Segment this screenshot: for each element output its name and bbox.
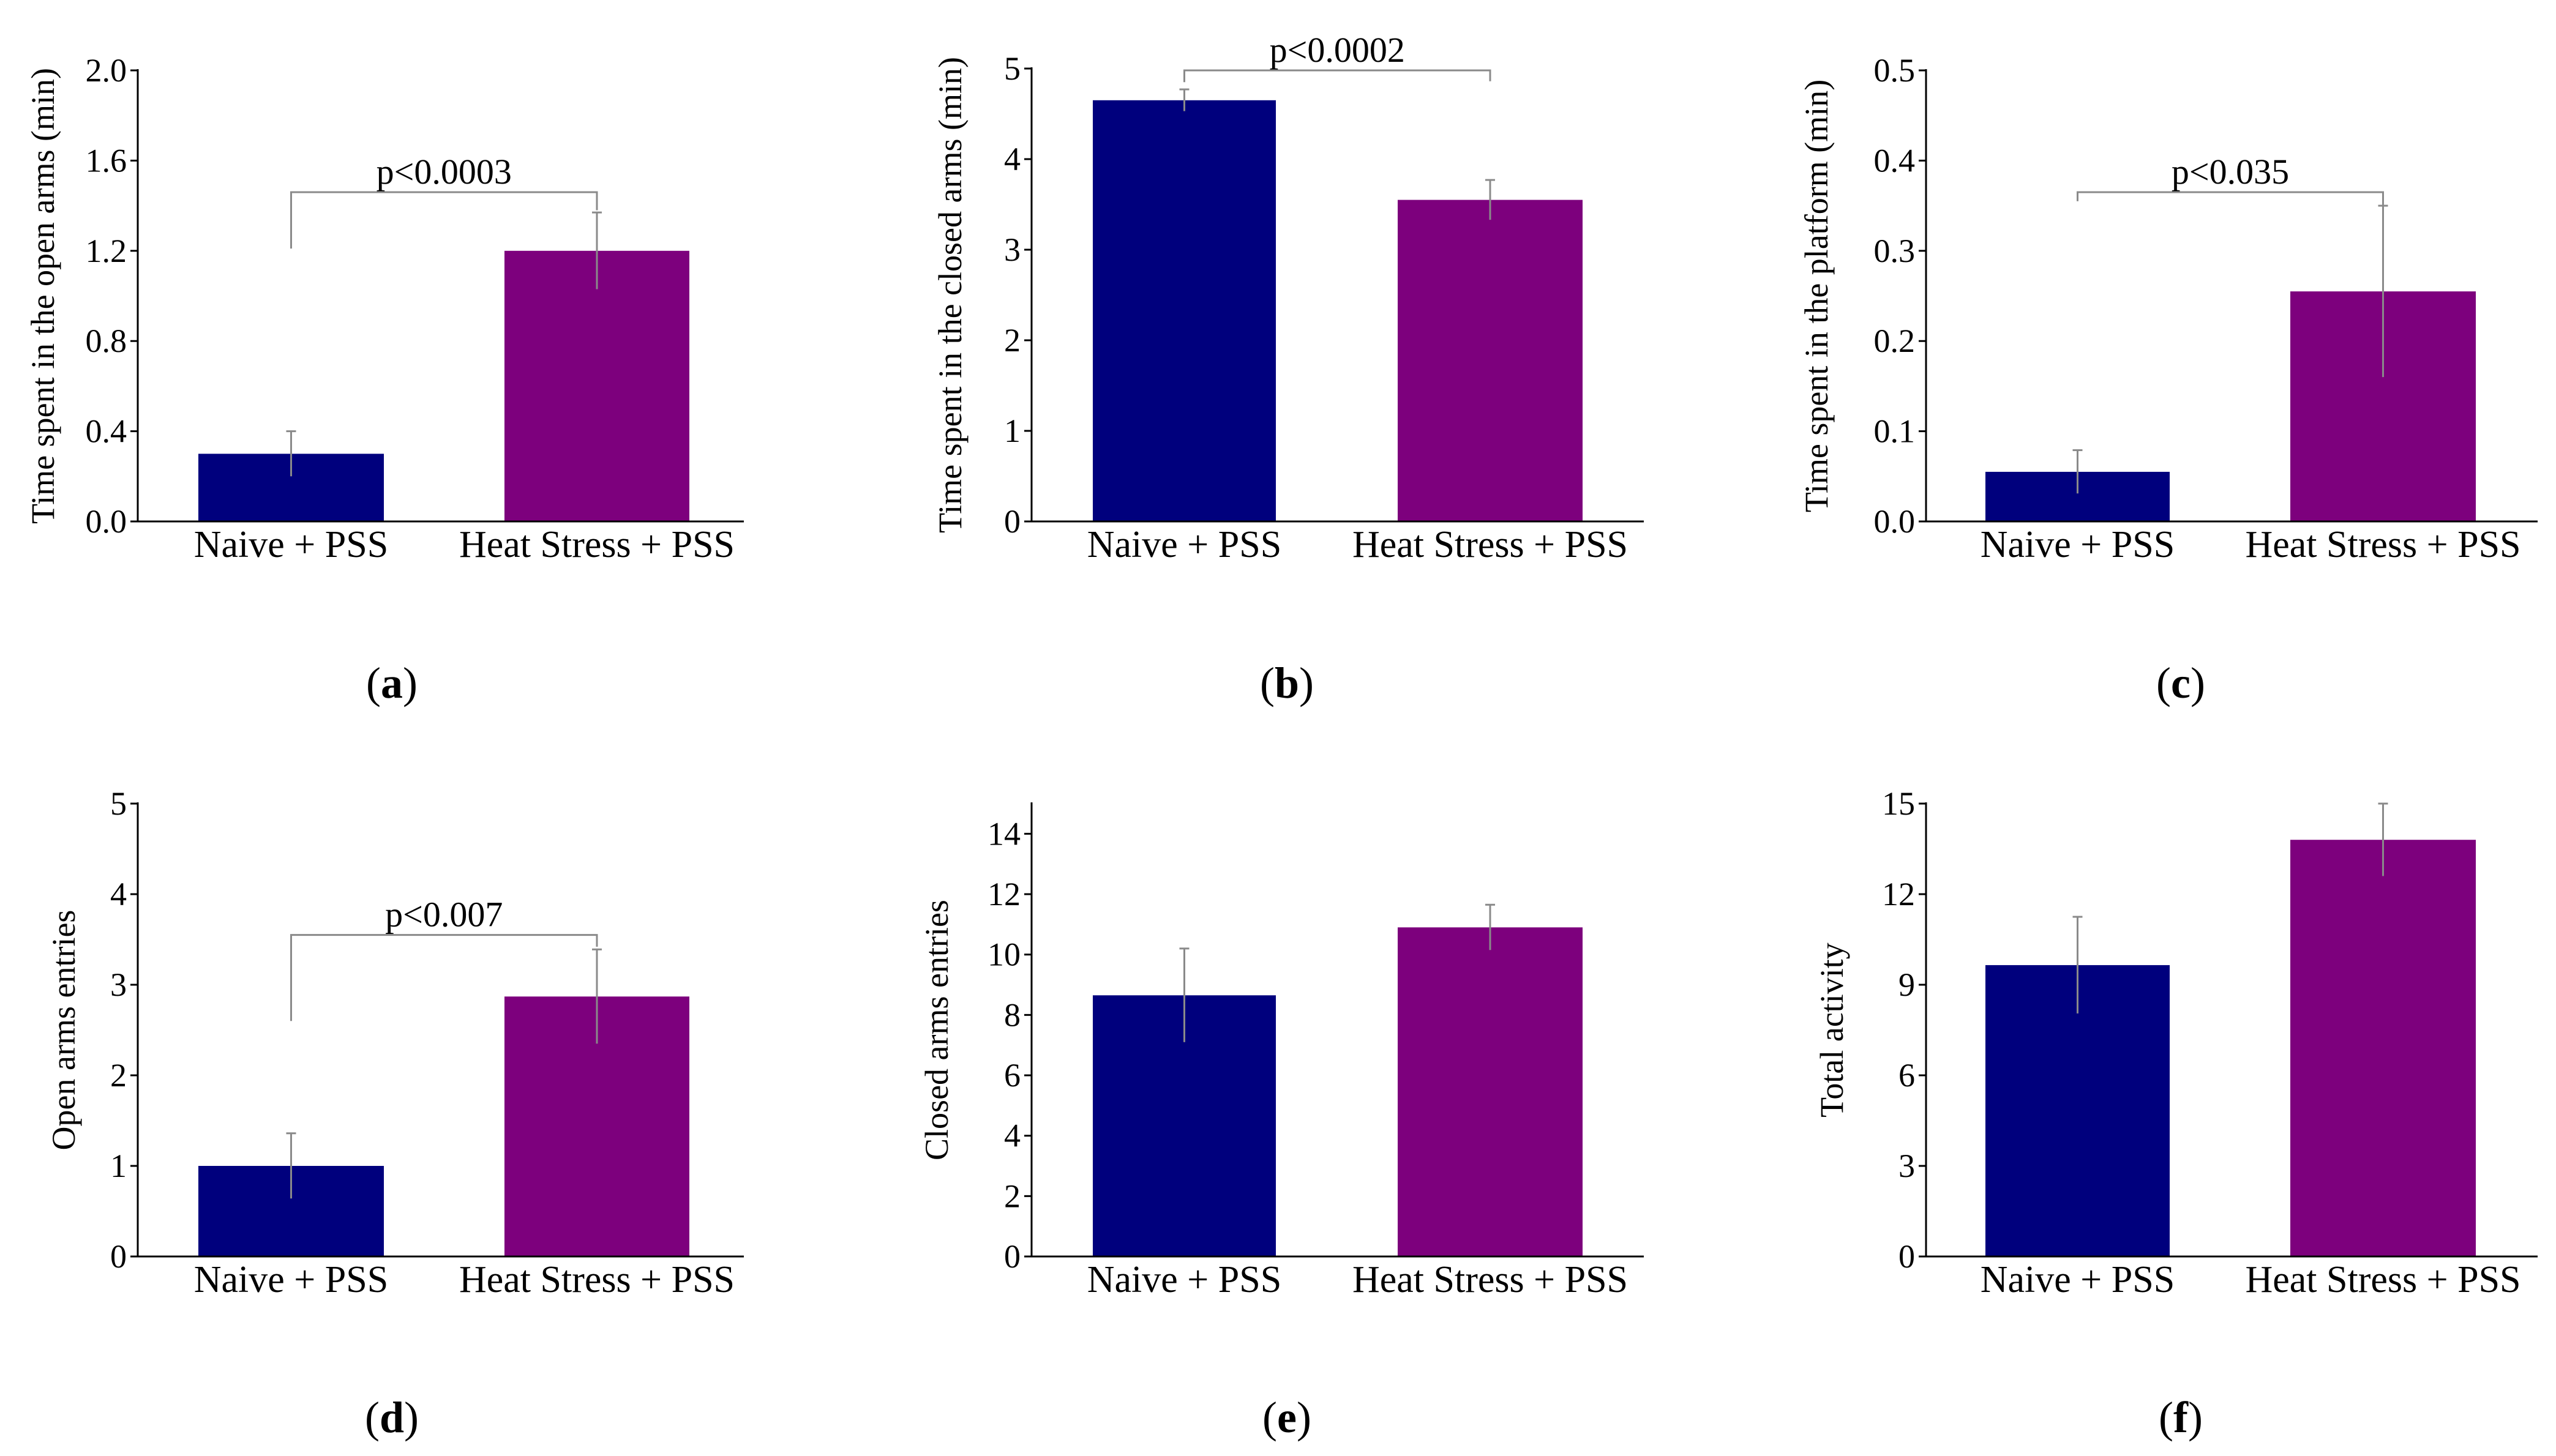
error-bar-d-2 (592, 948, 602, 1044)
y-tick-label: 1.2 (86, 233, 127, 269)
y-tick-label: 10 (988, 936, 1021, 973)
y-tick-label: 1 (1004, 413, 1021, 449)
y-tick-label: 4 (1004, 1118, 1021, 1154)
y-tick-label: 0 (1004, 503, 1021, 540)
y-tick-label: 2 (110, 1057, 127, 1094)
y-tick-label: 1 (110, 1148, 127, 1184)
y-tick-label: 0.0 (86, 503, 127, 540)
y-tick-label: 14 (988, 815, 1021, 852)
significance-label: p<0.0003 (377, 152, 512, 192)
x-category-label: Naive + PSS (1981, 1259, 2175, 1301)
significance-label: p<0.035 (2172, 152, 2289, 192)
y-tick-label: 0.8 (86, 323, 127, 359)
error-bar-f-2 (2378, 802, 2388, 876)
y-tick-label: 1.6 (86, 142, 127, 179)
bar-e-2 (1398, 927, 1583, 1256)
y-tick-label: 0.4 (1874, 142, 1916, 179)
y-tick-label: 6 (1004, 1057, 1021, 1094)
chart-panel-b: 0 1 2 3 4 5 Naive + PSS Heat Stress + PSS Time s… (932, 30, 1644, 707)
y-tick-label: 0.4 (86, 413, 127, 450)
chart-panel-e: 0 2 4 6 8 10 12 14 Naive + PSS Heat Stress + PSS C… (918, 802, 1644, 1442)
x-category-label: Heat Stress + PSS (1352, 524, 1628, 566)
bar-a-2 (504, 250, 689, 521)
significance-bracket (290, 934, 598, 1021)
significance-bracket (2077, 191, 2384, 211)
error-bar-b-2 (1485, 179, 1495, 220)
y-tick-label: 3 (1898, 1148, 1915, 1184)
y-axis-title: Total activity (1813, 943, 1850, 1118)
y-tick-label: 0.5 (1874, 52, 1916, 89)
bar-f-1 (1985, 965, 2170, 1256)
y-tick-label: 15 (1882, 785, 1915, 822)
y-tick-label: 3 (1004, 231, 1021, 268)
panel-label-c: (c) (2156, 659, 2205, 707)
panel-label-f: (f) (2159, 1393, 2203, 1442)
panel-label-a: (a) (366, 659, 418, 707)
bar-b-1 (1093, 100, 1276, 522)
x-category-label: Heat Stress + PSS (459, 524, 735, 566)
y-tick-label: 8 (1004, 996, 1021, 1033)
error-bar-e-2 (1485, 903, 1495, 950)
y-tick-label: 2 (1004, 322, 1021, 359)
significance-bracket (290, 191, 598, 249)
y-axis-title: Time spent in the platform (min) (1798, 80, 1835, 512)
y-tick-label: 0 (1004, 1238, 1021, 1275)
y-tick-label: 0 (110, 1238, 127, 1275)
chart-panel-f: 0 3 6 9 12 15 Naive + PSS Heat Stress + PSS Tota… (1813, 785, 2538, 1442)
significance-label: p<0.0002 (1270, 30, 1405, 70)
bar-f-2 (2290, 840, 2476, 1256)
y-axis-title: Time spent in the open arms (min) (24, 68, 61, 524)
y-axis-title: Closed arms entries (918, 900, 955, 1160)
x-category-label: Naive + PSS (194, 1259, 388, 1301)
y-tick-label: 4 (110, 876, 127, 913)
y-tick-label: 0.3 (1874, 233, 1916, 269)
x-category-label: Heat Stress + PSS (2245, 524, 2520, 566)
x-category-label: Naive + PSS (1981, 524, 2175, 566)
y-tick-label: 3 (110, 966, 127, 1003)
error-bar-e-1 (1179, 947, 1190, 1042)
significance-label: p<0.007 (385, 895, 503, 935)
chart-panel-a: 0.0 0.4 0.8 1.2 1.6 2.0 Naive + PSS Heat Stress… (24, 52, 744, 707)
x-category-label: Naive + PSS (1087, 524, 1281, 566)
y-tick-label: 12 (988, 876, 1021, 913)
panel-label-b: (b) (1260, 659, 1314, 707)
error-bar-f-1 (2072, 916, 2083, 1014)
y-tick-label: 5 (1004, 50, 1021, 87)
panel-label-d: (d) (365, 1393, 419, 1442)
significance-bracket (1183, 69, 1491, 83)
y-axis-title: Time spent in the closed arms (min) (932, 57, 969, 533)
error-bar-a-2 (592, 211, 602, 289)
error-bar-b-1 (1179, 88, 1190, 111)
bar-b-2 (1398, 200, 1583, 522)
chart-panel-d: 0 1 2 3 4 5 Naive + PSS Heat Stress + PSS Open a… (45, 785, 744, 1442)
y-tick-label: 5 (110, 785, 127, 822)
error-bar-d-1 (286, 1132, 296, 1199)
error-bar-a-1 (286, 430, 296, 477)
error-bar-c-1 (2072, 449, 2083, 494)
x-category-label: Naive + PSS (194, 524, 388, 566)
x-category-label: Naive + PSS (1087, 1259, 1281, 1301)
chart-panel-c: 0.0 0.1 0.2 0.3 0.4 0.5 Naive + PSS Heat Stress… (1798, 52, 2538, 707)
x-category-label: Heat Stress + PSS (2245, 1259, 2520, 1301)
y-tick-label: 9 (1898, 966, 1915, 1003)
y-tick-label: 2 (1004, 1178, 1021, 1214)
y-axis-title: Open arms entries (45, 910, 82, 1151)
panel-label-e: (e) (1262, 1393, 1311, 1442)
y-tick-label: 12 (1882, 876, 1915, 913)
x-category-label: Heat Stress + PSS (1352, 1259, 1628, 1301)
y-tick-label: 0.1 (1874, 413, 1916, 450)
y-tick-label: 0 (1898, 1238, 1915, 1275)
x-category-label: Heat Stress + PSS (459, 1259, 735, 1301)
y-tick-label: 6 (1898, 1057, 1915, 1094)
y-tick-label: 0.2 (1874, 323, 1916, 359)
y-tick-label: 4 (1004, 141, 1021, 177)
y-tick-label: 2.0 (86, 52, 127, 89)
y-tick-label: 0.0 (1874, 503, 1916, 540)
